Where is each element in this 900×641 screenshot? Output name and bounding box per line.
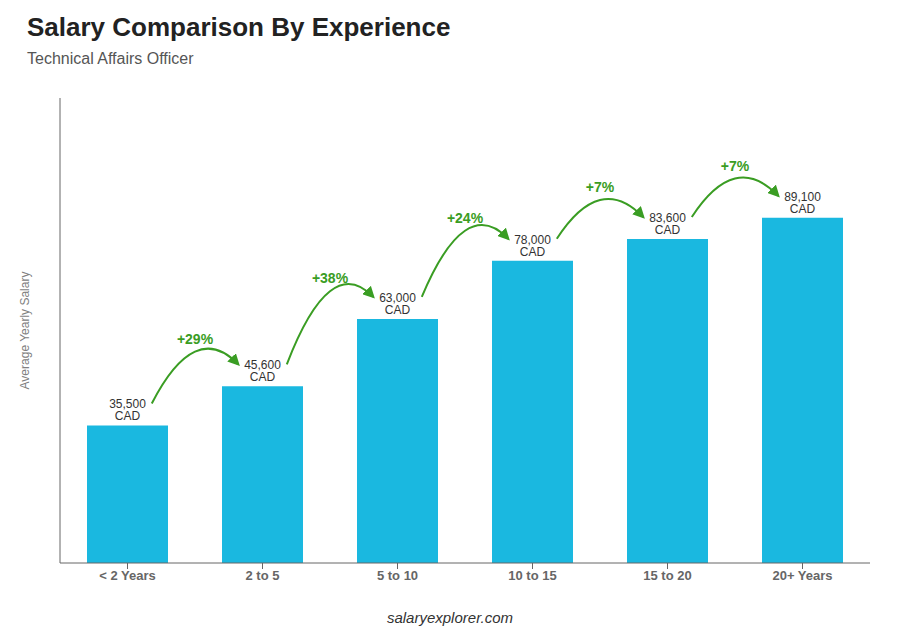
svg-text:89,100CAD: 89,100CAD xyxy=(784,190,821,216)
svg-text:78,000CAD: 78,000CAD xyxy=(514,233,551,259)
svg-text:+7%: +7% xyxy=(586,179,615,195)
svg-text:+24%: +24% xyxy=(447,210,484,226)
svg-text:Average Yearly Salary: Average Yearly Salary xyxy=(18,272,32,390)
svg-text:10 to 15: 10 to 15 xyxy=(508,568,556,583)
svg-text:35,500CAD: 35,500CAD xyxy=(109,397,146,423)
html-text:Salary Comparison By Experienc: Salary Comparison By Experience xyxy=(27,12,451,42)
svg-text:+29%: +29% xyxy=(177,331,214,347)
svg-text:83,600CAD: 83,600CAD xyxy=(649,211,686,237)
svg-text:< 2 Years: < 2 Years xyxy=(99,568,156,583)
svg-text:45,600CAD: 45,600CAD xyxy=(244,358,281,384)
svg-text:20+ Years: 20+ Years xyxy=(772,568,832,583)
html-text:Technical Affairs Officer: Technical Affairs Officer xyxy=(27,50,194,67)
svg-text:+38%: +38% xyxy=(312,270,349,286)
svg-text:63,000CAD: 63,000CAD xyxy=(379,291,416,317)
svg-text:5 to 10: 5 to 10 xyxy=(377,568,418,583)
svg-text:15 to 20: 15 to 20 xyxy=(643,568,691,583)
html-text:salaryexplorer.com: salaryexplorer.com xyxy=(386,609,514,626)
svg-text:+7%: +7% xyxy=(721,158,750,174)
svg-text:2 to 5: 2 to 5 xyxy=(246,568,280,583)
